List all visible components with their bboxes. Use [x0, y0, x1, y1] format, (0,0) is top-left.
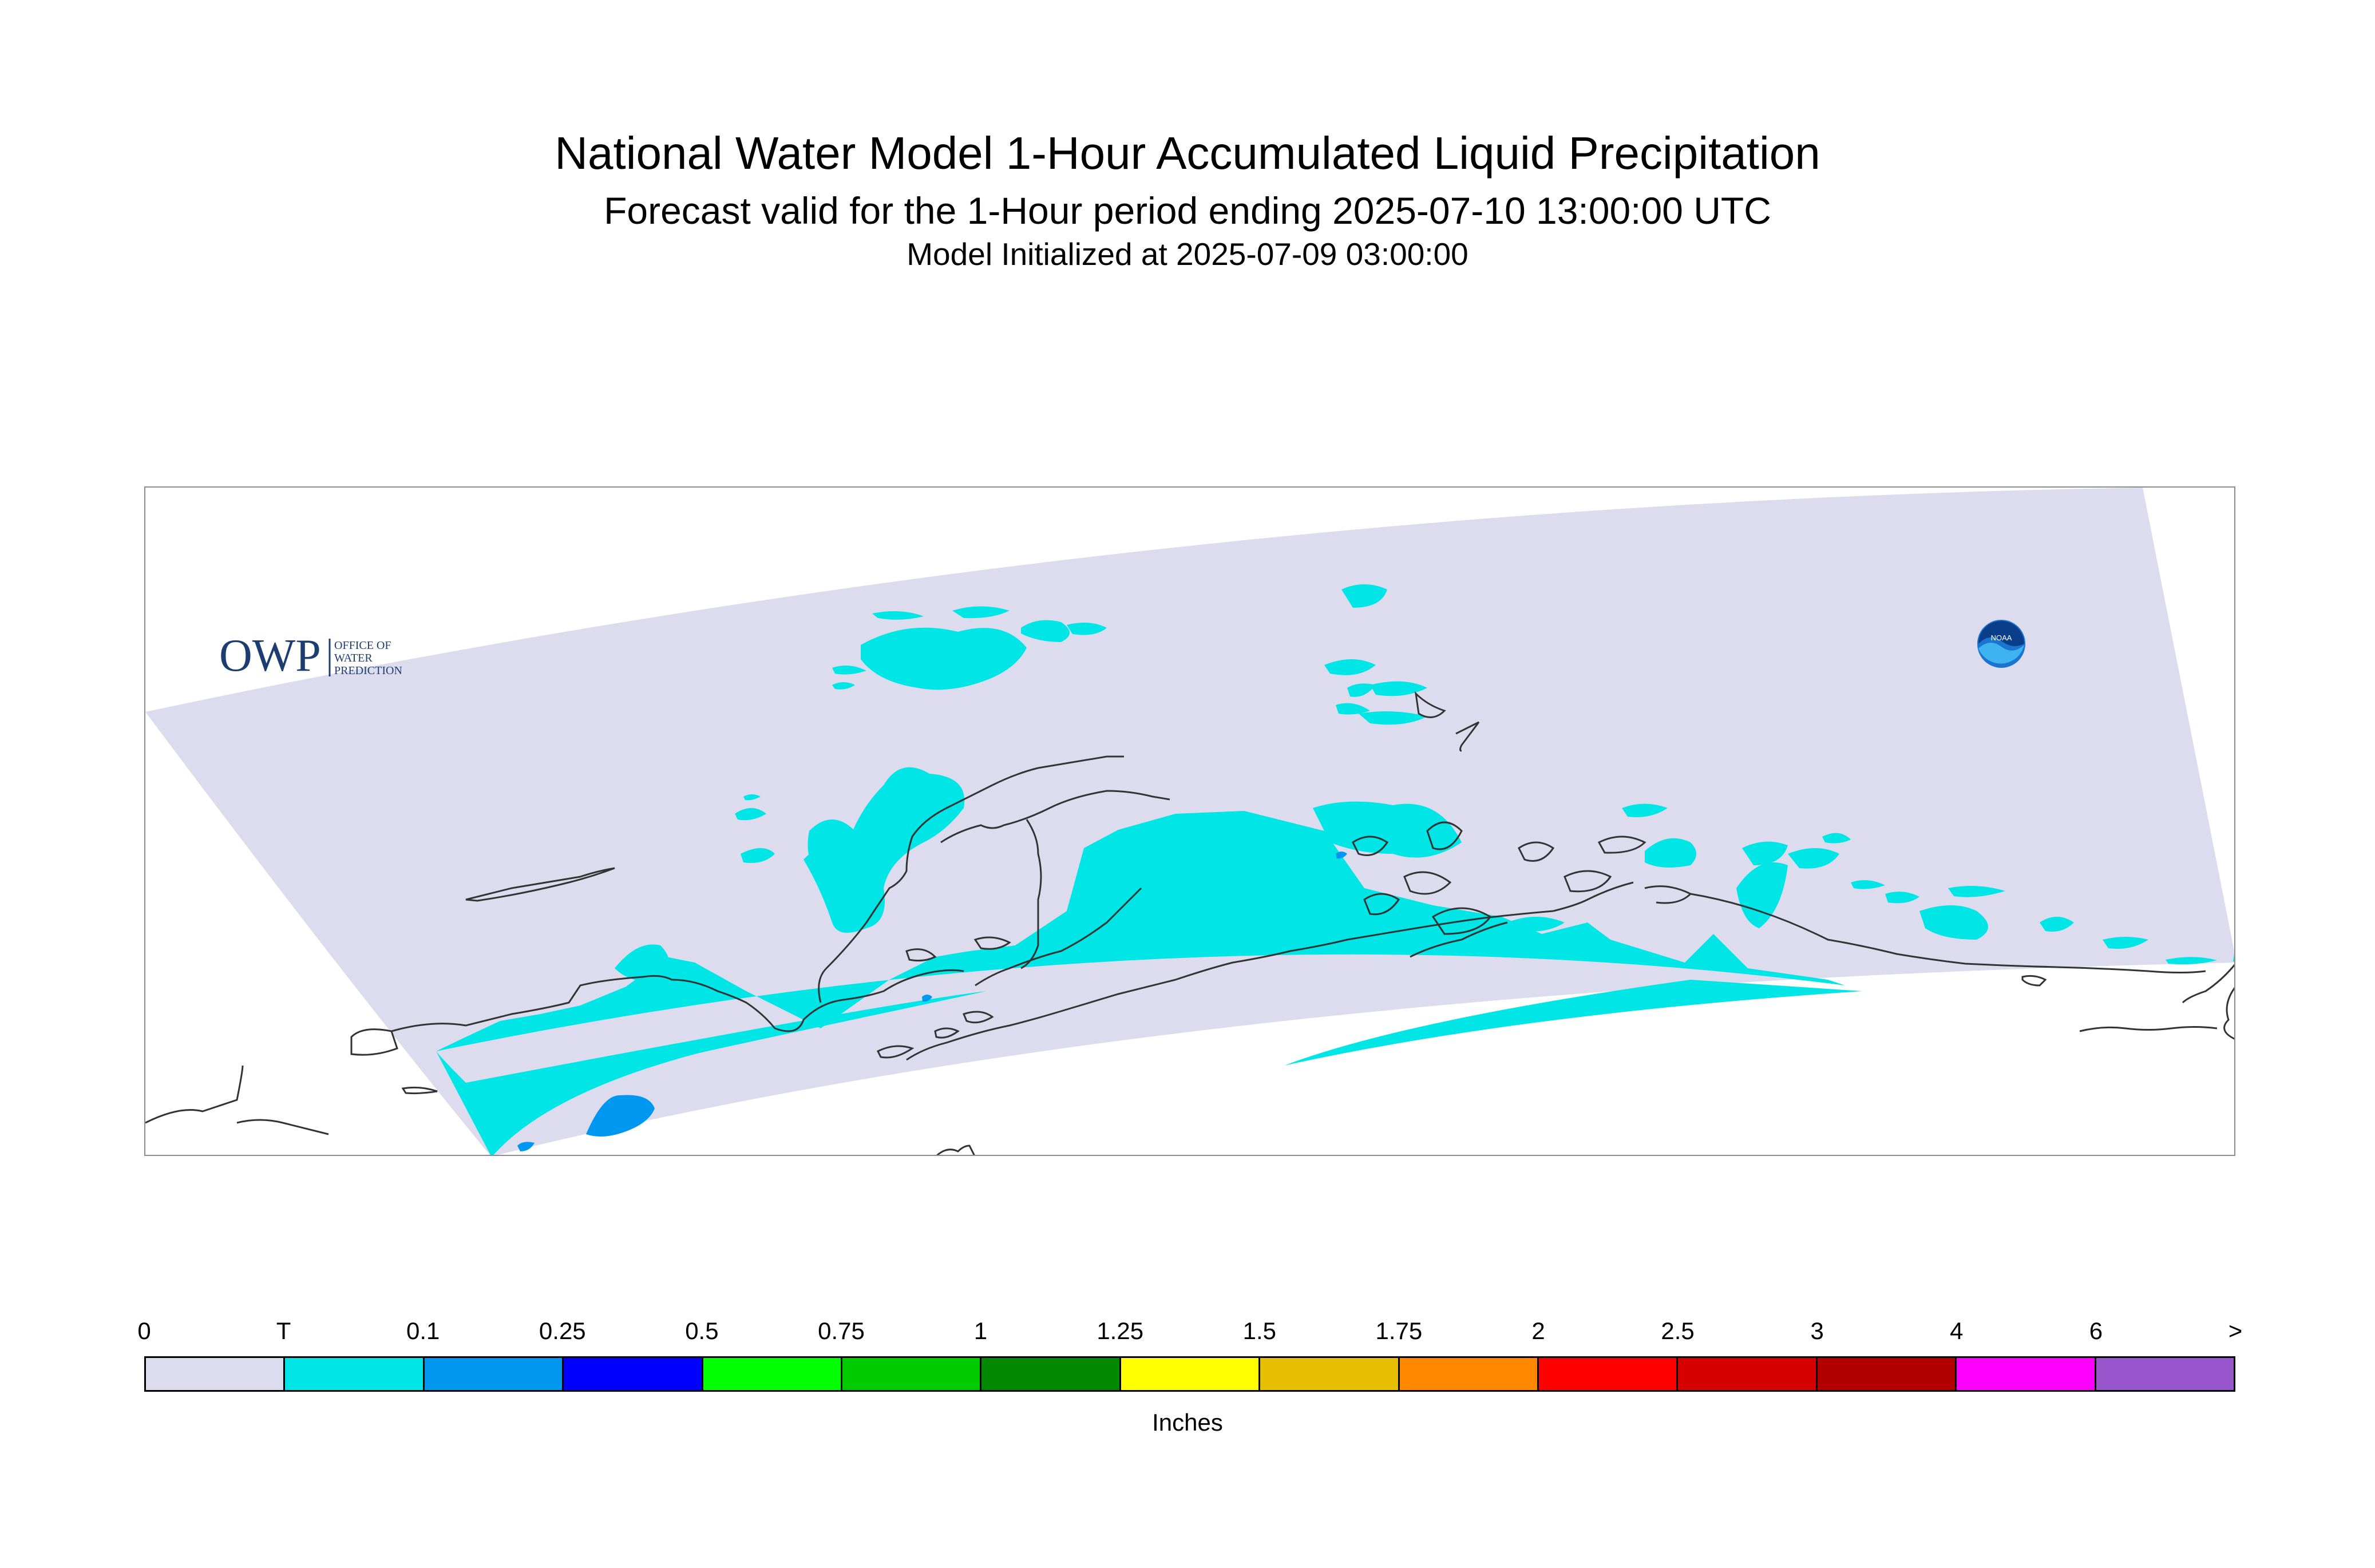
- colorbar-swatch: [1957, 1358, 2096, 1390]
- colorbar-swatch: [285, 1358, 425, 1390]
- colorbar-tick-label: 1.75: [1375, 1317, 1423, 1344]
- map-subtitle: Forecast valid for the 1-Hour period end…: [604, 189, 1771, 232]
- map-title: National Water Model 1-Hour Accumulated …: [555, 128, 1820, 179]
- colorbar-swatch: [842, 1358, 982, 1390]
- model-init-text: Model Initialized at 2025-07-09 03:00:00: [907, 236, 1468, 272]
- colorbar-tick-label: 1.5: [1242, 1317, 1276, 1344]
- colorbar-swatch: [981, 1358, 1121, 1390]
- colorbar-tick-label: 0.1: [406, 1317, 440, 1344]
- colorbar-tick-label: >: [2228, 1317, 2243, 1344]
- colorbar-swatch: [424, 1358, 564, 1390]
- precip-trace-areas: [436, 584, 2234, 1155]
- colorbar-tick-label: 0: [137, 1317, 151, 1344]
- noaa-logo: NOAA: [1973, 615, 2030, 675]
- colorbar-tick-label: 0.25: [539, 1317, 586, 1344]
- colorbar-swatch: [2096, 1358, 2234, 1390]
- colorbar-swatch: [146, 1358, 286, 1390]
- owp-logo-sub-2: WATER: [334, 652, 373, 664]
- precipitation-map[interactable]: [144, 486, 2235, 1156]
- colorbar-units: Inches: [1152, 1409, 1223, 1436]
- colorbar-swatch: [1539, 1358, 1679, 1390]
- noaa-logo-text: NOAA: [1991, 633, 2012, 642]
- colorbar-swatch: [564, 1358, 703, 1390]
- colorbar-swatch: [1121, 1358, 1261, 1390]
- colorbar-swatch: [1678, 1358, 1818, 1390]
- colorbar-swatch: [1817, 1358, 1957, 1390]
- colorbar-tick-label: 1: [973, 1317, 988, 1344]
- precip-0.1-areas: [517, 852, 1347, 1151]
- colorbar-tick-label: 1.25: [1097, 1317, 1144, 1344]
- owp-logo-sub-3: PREDICTION: [334, 664, 402, 677]
- outside-domain: [145, 712, 490, 1155]
- colorbar-swatch: [1260, 1358, 1400, 1390]
- colorbar-swatch: [703, 1358, 843, 1390]
- colorbar-tick-label: 4: [1950, 1317, 1964, 1344]
- colorbar-tick-label: 2.5: [1661, 1317, 1695, 1344]
- colorbar-swatch: [1399, 1358, 1539, 1390]
- colorbar-tick-label: 0.5: [685, 1317, 719, 1344]
- colorbar: [144, 1356, 2235, 1392]
- colorbar-tick-label: 3: [1810, 1317, 1824, 1344]
- colorbar-tick-label: T: [276, 1317, 291, 1344]
- colorbar-tick-label: 6: [2089, 1317, 2103, 1344]
- owp-logo-text: OWP: [219, 631, 321, 678]
- owp-logo-sub-1: OFFICE OF: [334, 639, 391, 652]
- colorbar-tick-label: 0.75: [818, 1317, 865, 1344]
- colorbar-tick-label: 2: [1531, 1317, 1545, 1344]
- owp-logo: OWP OFFICE OF WATER PREDICTION: [73, 620, 440, 681]
- coastlines: [145, 691, 2234, 1155]
